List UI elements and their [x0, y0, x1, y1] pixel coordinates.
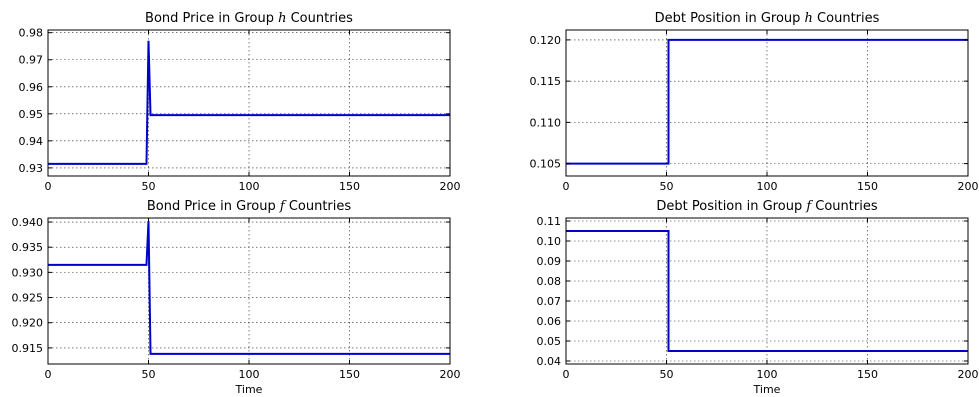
x-tick-label: 200 — [958, 180, 979, 193]
x-tick-label: 0 — [563, 180, 570, 193]
x-axis-label: Time — [753, 383, 781, 396]
panel-bond-price-h: Bond Price in Group h Countries 0 50 100 15… — [19, 11, 461, 193]
panel-debt-position-h: Debt Position in Group h Countries 0 50 10… — [530, 11, 979, 193]
x-tick-label: 200 — [958, 368, 979, 381]
x-tick-label: 150 — [857, 368, 878, 381]
x-tick-label: 150 — [339, 180, 360, 193]
y-tick-label: 0.09 — [537, 255, 562, 268]
y-tick-label: 0.98 — [19, 27, 44, 40]
chart-title: Debt Position in Group f Countries — [656, 199, 877, 214]
y-tick-label: 0.04 — [537, 355, 562, 368]
y-tick-label: 0.93 — [19, 162, 44, 175]
y-tick-label: 0.96 — [19, 81, 44, 94]
x-tick-label: 100 — [757, 180, 778, 193]
y-tick-label: 0.915 — [12, 342, 44, 355]
x-axis-label: Time — [235, 383, 263, 396]
x-tick-label: 150 — [339, 368, 360, 381]
panel-bond-price-f: Bond Price in Group f Countries Time 0 50… — [12, 199, 461, 396]
x-tick-label: 200 — [440, 180, 461, 193]
series-line — [566, 38, 968, 165]
series-line — [566, 230, 968, 352]
y-tick-label: 0.120 — [530, 34, 562, 47]
x-tick-label: 200 — [440, 368, 461, 381]
y-tick-label: 0.08 — [537, 275, 562, 288]
x-tick-label: 100 — [239, 180, 260, 193]
chart-title: Bond Price in Group f Countries — [147, 199, 352, 214]
x-tick-label: 150 — [857, 180, 878, 193]
chart-title: Debt Position in Group h Countries — [655, 11, 880, 26]
x-tick-label: 50 — [660, 180, 674, 193]
x-tick-label: 50 — [142, 368, 156, 381]
y-tick-label: 0.07 — [537, 295, 562, 308]
y-tick-label: 0.925 — [12, 292, 44, 305]
y-tick-label: 0.97 — [19, 54, 44, 67]
x-tick-label: 0 — [45, 180, 52, 193]
y-tick-label: 0.110 — [530, 116, 562, 129]
y-tick-label: 0.920 — [12, 317, 44, 330]
panel-debt-position-f: Debt Position in Group f Countries Time … — [537, 199, 979, 396]
x-tick-label: 50 — [660, 368, 674, 381]
y-tick-label: 0.115 — [530, 75, 562, 88]
x-tick-label: 50 — [142, 180, 156, 193]
y-tick-label: 0.06 — [537, 315, 562, 328]
y-tick-label: 0.94 — [19, 135, 44, 148]
y-tick-label: 0.935 — [12, 241, 44, 254]
series-line — [48, 40, 450, 165]
y-tick-label: 0.930 — [12, 266, 44, 279]
y-tick-label: 0.95 — [19, 108, 44, 121]
x-tick-label: 0 — [45, 368, 52, 381]
x-tick-label: 0 — [563, 368, 570, 381]
x-tick-label: 100 — [757, 368, 778, 381]
y-tick-label: 0.940 — [12, 216, 44, 229]
x-tick-label: 100 — [239, 368, 260, 381]
chart-title: Bond Price in Group h Countries — [145, 11, 353, 26]
y-tick-label: 0.11 — [537, 215, 562, 228]
y-tick-label: 0.05 — [537, 335, 562, 348]
y-tick-label: 0.105 — [530, 158, 562, 171]
y-tick-label: 0.10 — [537, 235, 562, 248]
